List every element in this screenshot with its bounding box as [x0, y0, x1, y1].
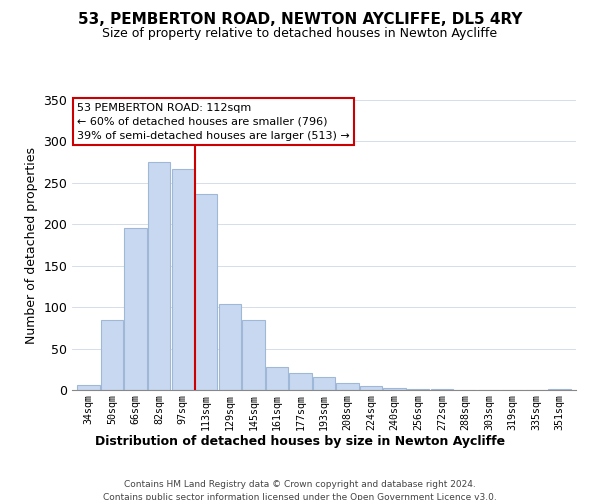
- Bar: [289, 374, 311, 390]
- Bar: [101, 320, 123, 390]
- Text: Contains HM Land Registry data © Crown copyright and database right 2024.
Contai: Contains HM Land Registry data © Crown c…: [103, 480, 497, 500]
- Bar: [431, 389, 453, 390]
- Text: Size of property relative to detached houses in Newton Aycliffe: Size of property relative to detached ho…: [103, 28, 497, 40]
- Bar: [337, 384, 359, 390]
- Text: 53 PEMBERTON ROAD: 112sqm
← 60% of detached houses are smaller (796)
39% of semi: 53 PEMBERTON ROAD: 112sqm ← 60% of detac…: [77, 103, 350, 141]
- Bar: [407, 389, 430, 390]
- Y-axis label: Number of detached properties: Number of detached properties: [25, 146, 38, 344]
- Bar: [548, 389, 571, 390]
- Bar: [148, 162, 170, 390]
- Bar: [313, 376, 335, 390]
- Bar: [360, 386, 382, 390]
- Bar: [218, 304, 241, 390]
- Bar: [195, 194, 217, 390]
- Bar: [172, 169, 194, 390]
- Text: Distribution of detached houses by size in Newton Aycliffe: Distribution of detached houses by size …: [95, 435, 505, 448]
- Bar: [124, 228, 147, 390]
- Bar: [383, 388, 406, 390]
- Bar: [77, 385, 100, 390]
- Text: 53, PEMBERTON ROAD, NEWTON AYCLIFFE, DL5 4RY: 53, PEMBERTON ROAD, NEWTON AYCLIFFE, DL5…: [78, 12, 522, 28]
- Bar: [242, 320, 265, 390]
- Bar: [266, 367, 288, 390]
